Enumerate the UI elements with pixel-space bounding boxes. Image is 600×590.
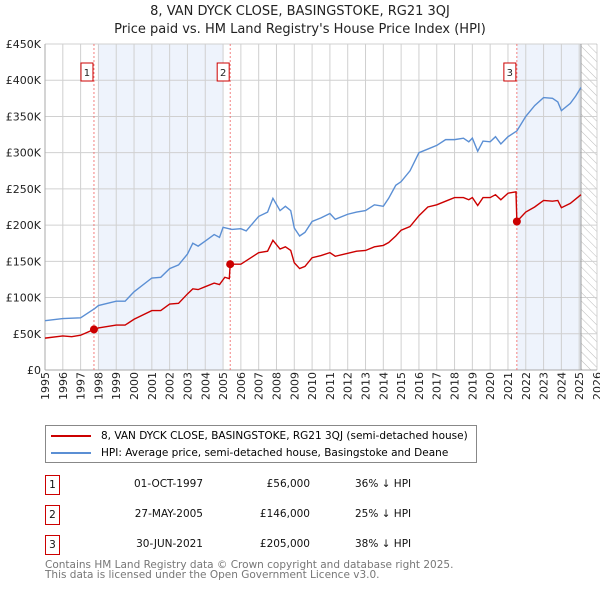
x-tick-label: 2013 bbox=[360, 372, 373, 400]
sale-marker-box: 3 bbox=[45, 535, 60, 555]
x-tick-label: 2023 bbox=[538, 372, 551, 400]
x-tick-label: 1999 bbox=[110, 372, 123, 400]
x-tick-label: 2018 bbox=[449, 372, 462, 400]
sale-hpi-diff: 38% ↓ HPI bbox=[355, 538, 412, 550]
sale-price: £146,000 bbox=[259, 508, 310, 520]
sale-date: 30-JUN-2021 bbox=[136, 538, 203, 550]
x-tick-label: 2008 bbox=[270, 372, 283, 400]
x-tick-label: 1997 bbox=[75, 372, 88, 400]
x-tick-label: 2010 bbox=[306, 372, 319, 400]
x-tick-label: 1995 bbox=[39, 372, 52, 400]
price-chart: 1995 1996 1997 1998 1999 2000 2001 2002 2003 2004… bbox=[6, 38, 600, 400]
x-tick-label: 2002 bbox=[164, 372, 177, 400]
x-tick-label: 2005 bbox=[217, 372, 230, 400]
y-tick-label: £100K bbox=[6, 292, 42, 305]
sale-label-box bbox=[216, 62, 230, 82]
x-tick-label: 2006 bbox=[235, 372, 248, 400]
sale-date: 01-OCT-1997 bbox=[134, 478, 203, 490]
x-tick-label: 2025 bbox=[573, 372, 586, 400]
hpi-line bbox=[44, 87, 582, 322]
sale-label-box bbox=[80, 62, 94, 82]
x-tick-label: 2022 bbox=[520, 372, 533, 400]
legend-swatch-red bbox=[51, 435, 91, 437]
y-tick-label: £300K bbox=[6, 147, 42, 160]
sale-point bbox=[89, 325, 98, 334]
chart-title: 8, VAN DYCK CLOSE, BASINGSTOKE, RG21 3QJ bbox=[150, 4, 450, 19]
x-tick-label: 1998 bbox=[92, 372, 105, 400]
x-tick-label: 2000 bbox=[128, 372, 141, 400]
legend-label: HPI: Average price, semi-detached house,… bbox=[101, 447, 449, 459]
legend: 8, VAN DYCK CLOSE, BASINGSTOKE, RG21 3QJ… bbox=[45, 425, 477, 463]
sale-label: 2 bbox=[220, 68, 226, 79]
price-paid-line bbox=[44, 190, 582, 339]
x-tick-label: 2024 bbox=[555, 372, 568, 400]
y-tick-label: £150K bbox=[6, 255, 42, 268]
x-tick-label: 2001 bbox=[146, 372, 159, 400]
y-tick-label: £400K bbox=[6, 74, 42, 87]
legend-item-property: 8, VAN DYCK CLOSE, BASINGSTOKE, RG21 3QJ… bbox=[51, 428, 468, 444]
y-tick-label: £250K bbox=[6, 183, 42, 196]
y-tick-label: £450K bbox=[6, 38, 42, 51]
sale-hpi-diff: 25% ↓ HPI bbox=[355, 508, 412, 520]
x-tick-label: 2026 bbox=[591, 372, 600, 400]
x-tick-label: 2021 bbox=[502, 372, 515, 400]
footer-line: Contains HM Land Registry data © Crown c… bbox=[45, 559, 454, 571]
chart-subtitle: Price paid vs. HM Land Registry's House … bbox=[114, 22, 486, 37]
x-tick-label: 2004 bbox=[199, 372, 212, 400]
sale-price: £56,000 bbox=[266, 478, 310, 490]
forecast-hatch bbox=[580, 44, 597, 370]
y-tick-label: £0 bbox=[27, 364, 41, 377]
legend-label: 8, VAN DYCK CLOSE, BASINGSTOKE, RG21 3QJ… bbox=[101, 430, 468, 442]
x-tick-label: 2012 bbox=[342, 372, 355, 400]
x-tick-label: 2011 bbox=[324, 372, 337, 400]
x-tick-label: 1996 bbox=[57, 372, 70, 400]
x-tick-label: 2007 bbox=[253, 372, 266, 400]
x-tick-label: 2014 bbox=[377, 372, 390, 400]
x-tick-label: 2019 bbox=[466, 372, 479, 400]
y-tick-label: £350K bbox=[6, 110, 42, 123]
legend-item-hpi: HPI: Average price, semi-detached house,… bbox=[51, 445, 448, 461]
x-tick-label: 2016 bbox=[413, 372, 426, 400]
y-tick-label: £50K bbox=[13, 328, 42, 341]
sale-point bbox=[512, 217, 521, 226]
shaded-region bbox=[98, 44, 224, 370]
footer: Contains HM Land Registry data © Crown c… bbox=[45, 559, 454, 581]
sale-label: 3 bbox=[507, 68, 513, 79]
sale-price: £205,000 bbox=[259, 538, 310, 550]
shaded-region bbox=[516, 44, 581, 370]
sale-date: 27-MAY-2005 bbox=[134, 508, 203, 520]
x-tick-label: 2009 bbox=[288, 372, 301, 400]
sale-marker-box: 1 bbox=[45, 475, 60, 495]
sale-marker-box: 2 bbox=[45, 505, 60, 525]
x-tick-label: 2017 bbox=[431, 372, 444, 400]
sale-hpi-diff: 36% ↓ HPI bbox=[355, 478, 412, 490]
y-tick-label: £200K bbox=[6, 219, 42, 232]
sale-label-box bbox=[503, 62, 517, 82]
footer-line: This data is licensed under the Open Gov… bbox=[45, 569, 380, 581]
x-tick-label: 2015 bbox=[395, 372, 408, 400]
x-tick-label: 2003 bbox=[181, 372, 194, 400]
sale-label: 1 bbox=[84, 68, 90, 79]
legend-swatch-blue bbox=[51, 452, 91, 454]
sale-point bbox=[226, 260, 235, 269]
x-tick-label: 2020 bbox=[484, 372, 497, 400]
